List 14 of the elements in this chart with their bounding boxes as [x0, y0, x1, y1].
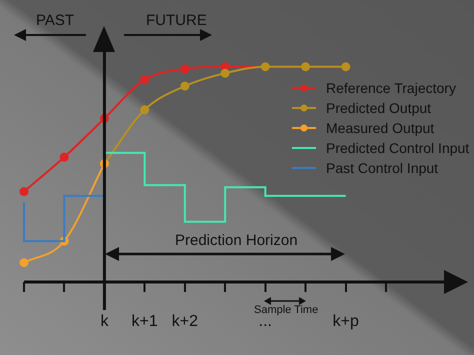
x-tick-label: k — [100, 313, 110, 330]
legend-label: Measured Output — [326, 120, 434, 136]
text: PAST — [36, 12, 74, 29]
x-tick-label: k+1 — [132, 313, 158, 330]
legend-label: Predicted Control Input — [326, 140, 470, 156]
x-tick-label: ... — [258, 313, 272, 330]
x-tick-label: k+2 — [172, 313, 198, 330]
legend-label: Past Control Input — [326, 160, 438, 176]
legend-label: Reference Trajectory — [326, 80, 456, 96]
x-tick-label: k+p — [332, 313, 359, 330]
legend-label: Predicted Output — [326, 100, 432, 116]
text: FUTURE — [146, 12, 207, 29]
annotation: Prediction Horizon — [175, 232, 298, 249]
text: Sample Time — [254, 304, 318, 316]
